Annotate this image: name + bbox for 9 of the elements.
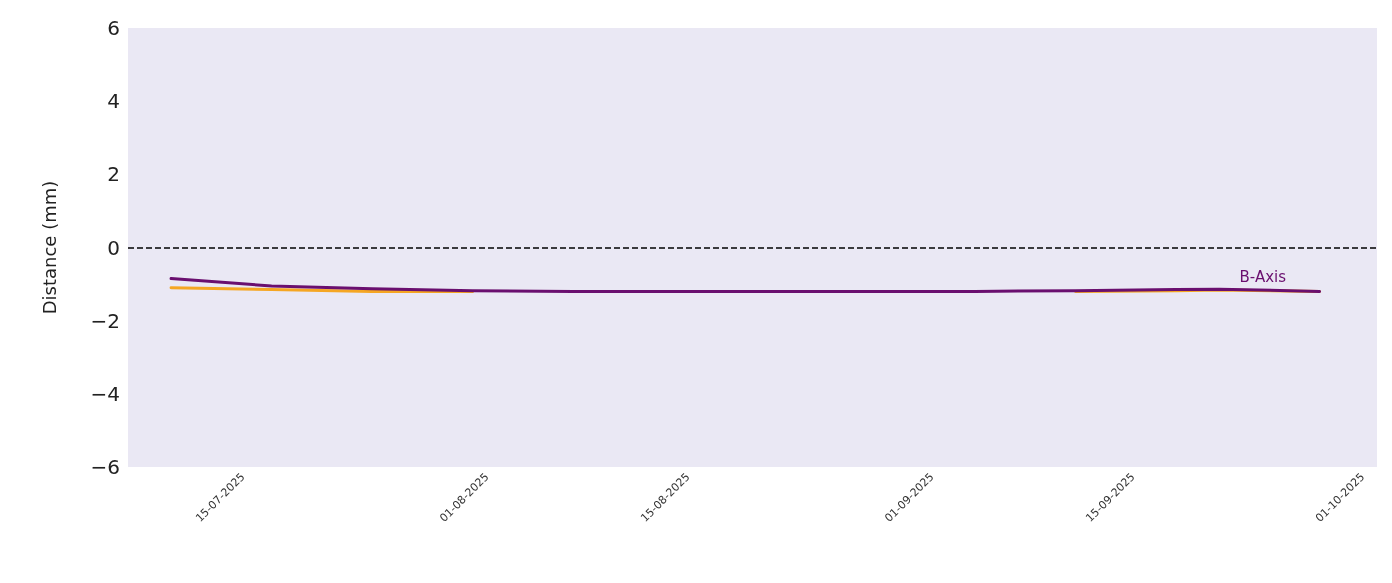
series-label: B-Axis bbox=[1239, 267, 1287, 286]
y-tick-label: −2 bbox=[90, 308, 120, 333]
y-tick-label: −4 bbox=[90, 381, 120, 406]
y-tick-label: 6 bbox=[107, 16, 120, 40]
y-tick-label: 0 bbox=[107, 235, 120, 260]
y-tick-label: −6 bbox=[90, 455, 120, 479]
y-axis-title: Distance (mm) bbox=[38, 180, 60, 315]
y-tick-label: 2 bbox=[107, 162, 120, 187]
y-tick-label: 4 bbox=[107, 89, 120, 114]
